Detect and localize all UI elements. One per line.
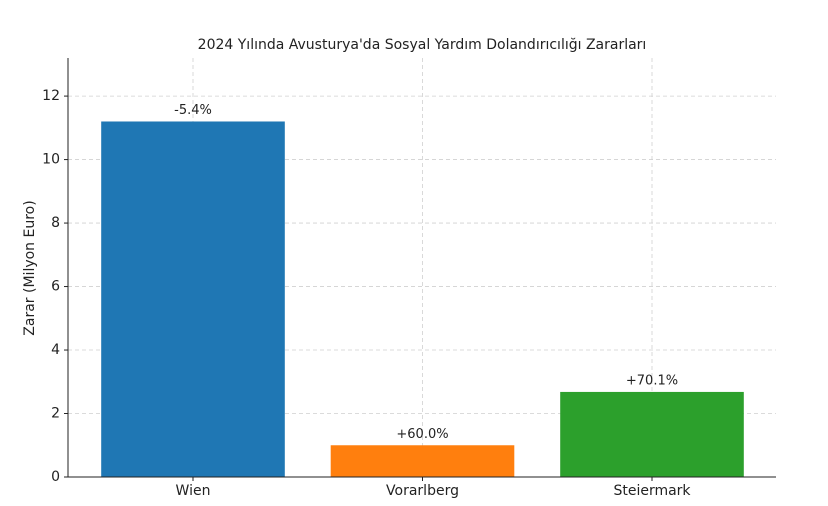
x-tick-label: Wien (176, 483, 211, 499)
bar (330, 445, 515, 477)
x-tick-label: Vorarlberg (386, 483, 459, 499)
y-axis-label: Zarar (Milyon Euro) (22, 200, 38, 335)
bar-annotation: +60.0% (396, 427, 448, 442)
y-tick-label: 4 (51, 342, 60, 358)
bar-annotation: +70.1% (626, 373, 678, 388)
chart-title: 2024 Yılında Avusturya'da Sosyal Yardım … (198, 37, 647, 53)
bar (560, 391, 744, 477)
y-tick-label: 6 (51, 279, 60, 295)
bar-annotation: -5.4% (174, 103, 212, 118)
y-tick-label: 2 (51, 406, 60, 422)
y-tick-label: 12 (42, 88, 60, 104)
y-tick-label: 10 (42, 152, 60, 168)
x-tick-label: Steiermark (613, 483, 691, 499)
y-tick-label: 8 (51, 215, 60, 231)
bar (101, 121, 285, 477)
y-tick-label: 0 (51, 469, 60, 485)
